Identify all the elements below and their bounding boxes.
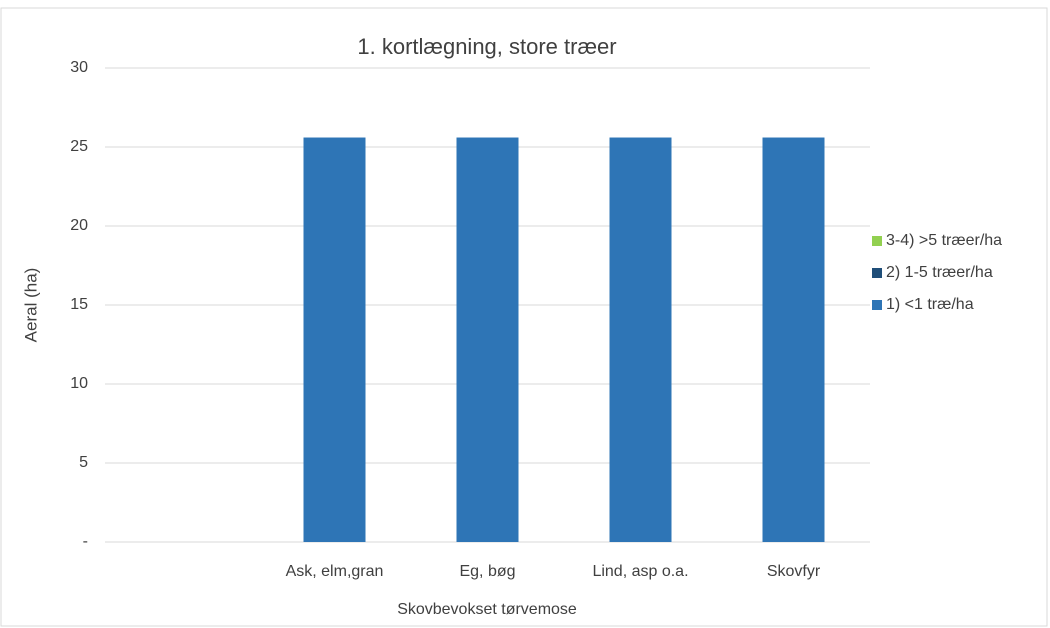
legend-label: 3-4) >5 træer/ha [886, 232, 1002, 249]
y-tick-label: 5 [79, 454, 88, 471]
chart-title: 1. kortlægning, store træer [357, 34, 616, 59]
legend-swatch [872, 300, 882, 310]
y-axis-title: Aeral (ha) [21, 268, 40, 343]
x-tick-label: Ask, elm,gran [286, 563, 384, 580]
bar-segment [303, 137, 366, 542]
y-tick-label: 20 [70, 217, 88, 234]
x-tick-label: Lind, asp o.a. [592, 563, 688, 580]
bar-segment [456, 137, 519, 542]
x-axis-title: Skovbevokset tørvemose [397, 601, 577, 618]
x-tick-label: Eg, bøg [459, 563, 515, 580]
legend-label: 1) <1 træ/ha [886, 296, 974, 313]
legend-swatch [872, 268, 882, 278]
y-tick-label: 25 [70, 138, 88, 155]
y-tick-label: 10 [70, 375, 88, 392]
bar-segment [609, 137, 672, 542]
legend-label: 2) 1-5 træer/ha [886, 264, 993, 281]
x-tick-label: Skovfyr [767, 563, 821, 580]
legend-swatch [872, 236, 882, 246]
chart-frame [0, 7, 1048, 627]
bar-segment [762, 137, 825, 542]
y-tick-label: 15 [70, 296, 88, 313]
y-tick-label: 30 [70, 59, 88, 76]
y-tick-label: - [83, 533, 88, 550]
